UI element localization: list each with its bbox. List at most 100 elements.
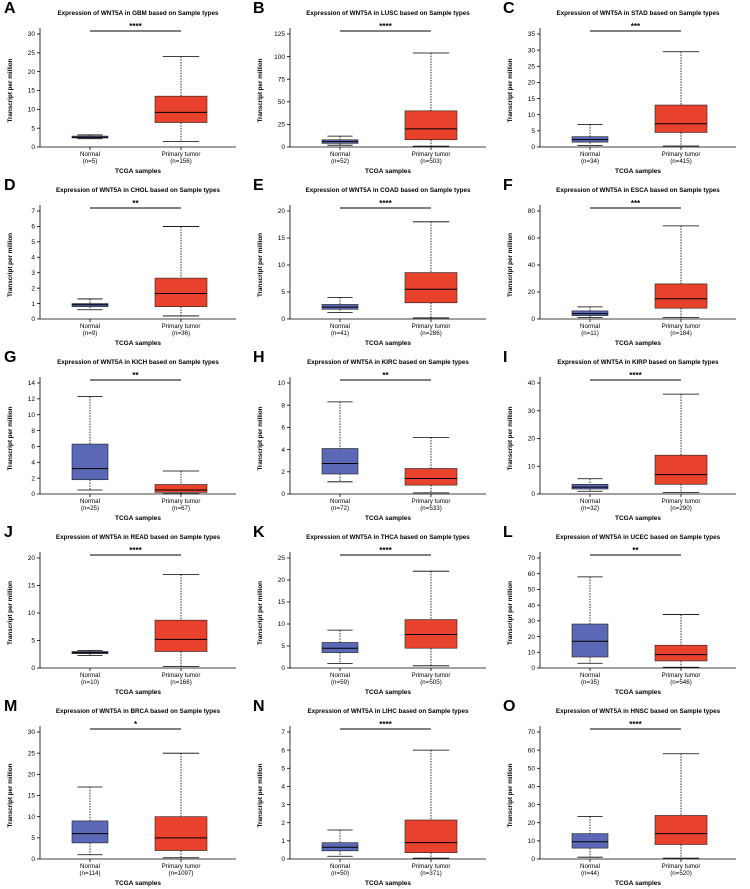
y-axis-label-k: Transcript per million <box>257 581 264 645</box>
y-tick-label-c: 30 <box>528 47 536 54</box>
group-count-label-f: (n=184) <box>670 330 692 337</box>
group-count-label-g: (n=25) <box>81 505 99 512</box>
y-tick-label-i: 0 <box>531 491 535 498</box>
y-tick-label-a: 20 <box>28 69 36 76</box>
y-tick-label-d: 0 <box>31 316 35 323</box>
y-tick-label-g: 2 <box>31 475 35 482</box>
x-axis-label-o: TCGA samples <box>615 880 661 887</box>
group-count-label-e: (n=286) <box>420 330 442 337</box>
chart-title-g: Expression of WNT5A in KICH based on Sam… <box>57 359 219 366</box>
box-g <box>154 484 208 493</box>
chart-title-f: Expression of WNT5A in ESCA based on Sam… <box>556 187 720 194</box>
x-axis-label-l: TCGA samples <box>615 689 661 696</box>
chart-title-n: Expression of WNT5A in LIHC based on Sam… <box>307 708 469 715</box>
group-count-label-o: (n=44) <box>581 870 599 877</box>
y-tick-label-i: 20 <box>528 436 536 443</box>
box-g <box>71 443 109 481</box>
panel-letter-e: E <box>253 177 264 194</box>
x-tick-label-i: Primary tumor <box>662 498 701 505</box>
y-tick-label-m: 0 <box>31 856 35 863</box>
x-tick-label-b: Normal <box>330 151 350 158</box>
y-tick-label-m: 15 <box>28 793 36 800</box>
panel-letter-m: M <box>4 698 18 715</box>
box-d <box>154 277 208 307</box>
panel-m: Expression of WNT5A in BRCA based on Sam… <box>7 708 236 887</box>
y-tick-label-l: 60 <box>528 571 536 578</box>
group-count-label-k: (n=505) <box>420 679 442 686</box>
x-tick-label-f: Normal <box>580 323 600 330</box>
y-tick-label-g: 0 <box>31 491 35 498</box>
significance-label-m: * <box>134 720 138 729</box>
group-count-label-a: (n=156) <box>170 158 192 165</box>
y-tick-label-b: 0 <box>281 144 285 151</box>
group-count-label-d: (n=36) <box>172 330 190 337</box>
y-tick-label-o: 10 <box>528 838 536 845</box>
y-tick-label-k: 25 <box>278 555 286 562</box>
chart-title-k: Expression of WNT5A in THCA based on Sam… <box>306 534 470 541</box>
y-tick-label-l: 30 <box>528 618 536 625</box>
y-tick-label-i: 40 <box>528 380 536 387</box>
significance-label-b: **** <box>379 22 392 31</box>
y-tick-label-d: 6 <box>31 224 35 231</box>
box-h <box>321 448 359 475</box>
y-tick-label-a: 5 <box>31 125 35 132</box>
group-count-label-c: (n=415) <box>670 158 692 165</box>
panel-letter-n: N <box>253 698 265 715</box>
x-axis-label-h: TCGA samples <box>365 515 411 522</box>
panel-a: Expression of WNT5A in GBM based on Samp… <box>7 10 236 175</box>
y-tick-label-d: 5 <box>31 239 35 246</box>
y-tick-label-h: 8 <box>281 402 285 409</box>
y-tick-label-i: 30 <box>528 408 536 415</box>
y-tick-label-b: 25 <box>278 122 286 129</box>
box-n <box>404 819 458 853</box>
y-tick-label-c: 5 <box>531 128 535 135</box>
x-axis-label-j: TCGA samples <box>115 689 161 696</box>
group-count-label-l: (n=35) <box>581 679 599 686</box>
y-tick-label-j: 5 <box>31 638 35 645</box>
y-tick-label-b: 75 <box>278 76 286 83</box>
y-tick-label-b: 50 <box>278 99 286 106</box>
y-axis-label-i: Transcript per million <box>507 406 514 470</box>
y-tick-label-d: 3 <box>31 270 35 277</box>
y-tick-label-o: 70 <box>528 729 536 736</box>
y-tick-label-h: 2 <box>281 469 285 476</box>
panel-h: Expression of WNT5A in KIRC based on Sam… <box>257 359 486 522</box>
panel-letter-a: A <box>4 0 16 17</box>
panel-letter-d: D <box>4 177 16 194</box>
x-tick-label-h: Normal <box>330 498 350 505</box>
x-tick-label-o: Primary tumor <box>662 863 701 870</box>
y-tick-label-m: 10 <box>28 814 36 821</box>
x-axis-label-f: TCGA samples <box>615 340 661 347</box>
y-tick-label-m: 5 <box>31 835 35 842</box>
chart-title-a: Expression of WNT5A in GBM based on Samp… <box>57 10 219 17</box>
y-tick-label-a: 25 <box>28 50 36 57</box>
y-tick-label-d: 1 <box>31 301 35 308</box>
x-tick-label-c: Primary tumor <box>662 151 701 158</box>
group-count-label-n: (n=371) <box>420 870 442 877</box>
significance-label-e: **** <box>379 199 392 208</box>
significance-label-j: **** <box>129 546 142 555</box>
group-count-label-h: (n=533) <box>420 505 442 512</box>
significance-label-a: **** <box>129 22 142 31</box>
panel-l: Expression of WNT5A in UCEC based on Sam… <box>507 534 736 696</box>
y-tick-label-f: 60 <box>528 235 536 242</box>
y-tick-label-h: 10 <box>278 380 286 387</box>
y-tick-label-h: 6 <box>281 425 285 432</box>
y-tick-label-d: 4 <box>31 254 35 261</box>
y-tick-label-o: 60 <box>528 747 536 754</box>
y-tick-label-e: 15 <box>278 235 286 242</box>
x-tick-label-c: Normal <box>580 151 600 158</box>
significance-label-n: **** <box>379 720 392 729</box>
x-axis-label-b: TCGA samples <box>365 168 411 175</box>
panel-f: Expression of WNT5A in ESCA based on Sam… <box>507 187 736 347</box>
box-b <box>404 110 458 141</box>
panel-letter-l: L <box>503 524 513 541</box>
y-axis-label-l: Transcript per million <box>507 581 514 645</box>
y-tick-label-n: 0 <box>281 856 285 863</box>
y-tick-label-b: 125 <box>274 31 285 38</box>
x-axis-label-g: TCGA samples <box>115 515 161 522</box>
y-tick-label-l: 0 <box>531 665 535 672</box>
group-count-label-m: (n=1097) <box>169 870 194 877</box>
y-tick-label-k: 15 <box>278 599 286 606</box>
